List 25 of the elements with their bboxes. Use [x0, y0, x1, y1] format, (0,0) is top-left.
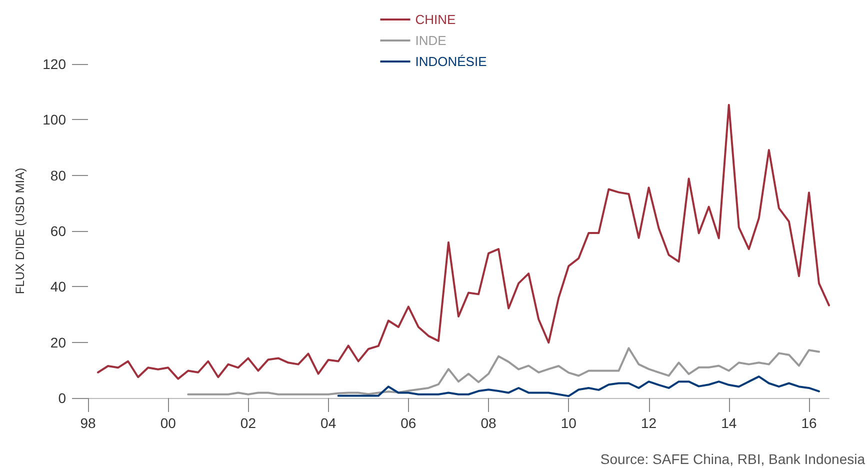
legend-label: CHINE: [415, 12, 456, 27]
x-tick-label: 00: [160, 415, 176, 431]
x-tick-label: 04: [320, 415, 336, 431]
y-tick-label: 80: [50, 167, 66, 184]
legend-label: INDONÉSIE: [415, 54, 488, 69]
y-axis-title: FLUX D'IDE (USD MIA): [13, 168, 27, 294]
line-series: [187, 347, 820, 396]
x-tick-label: 02: [240, 415, 256, 431]
x-tick-label: 10: [560, 415, 577, 431]
y-tick-label: 120: [42, 56, 66, 72]
line-series: [337, 376, 820, 398]
legend-label: INDE: [415, 33, 447, 48]
y-tick-label: 100: [42, 112, 66, 128]
x-tick-label: 08: [480, 415, 497, 431]
x-tick-label: 98: [80, 415, 96, 431]
x-tick-label: 12: [640, 415, 657, 431]
x-tick-label: 14: [721, 415, 737, 431]
y-tick-label: 20: [50, 334, 66, 350]
x-tick-label: 06: [400, 415, 416, 431]
source-note: Source: SAFE China, RBI, Bank Indonesia: [600, 451, 866, 467]
y-tick-label: 0: [58, 390, 66, 406]
y-tick-label: 60: [50, 223, 66, 239]
line-series: [97, 104, 830, 380]
y-tick-label: 40: [50, 278, 66, 295]
x-tick-label: 16: [801, 415, 817, 431]
